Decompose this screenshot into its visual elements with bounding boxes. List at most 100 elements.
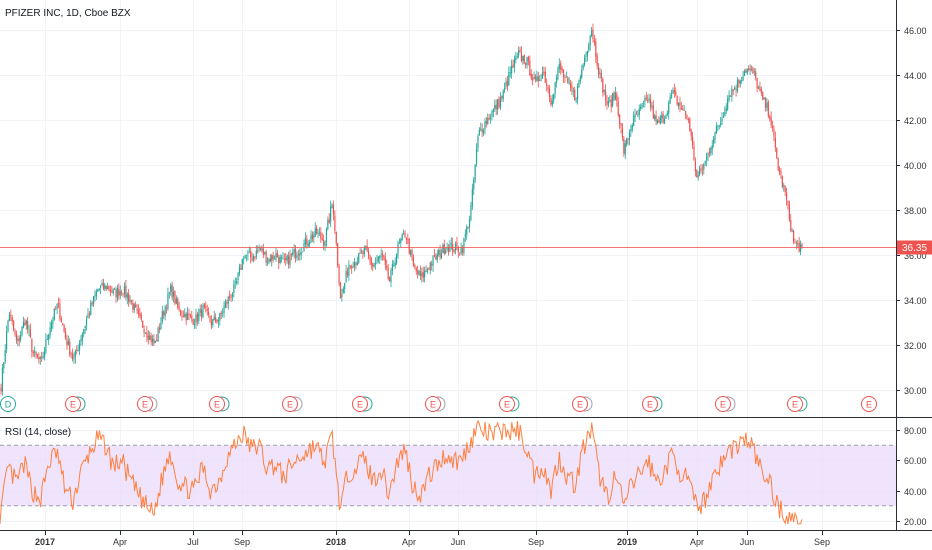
rsi-line (0, 419, 803, 525)
candle-body (565, 76, 567, 78)
candle-body (485, 121, 487, 124)
candle-body (35, 352, 37, 355)
candle-body (219, 312, 221, 321)
candle-body (661, 115, 663, 119)
candle-body (213, 316, 215, 321)
candle-body (245, 255, 248, 257)
earnings-marker[interactable] (65, 396, 81, 412)
candle-body (619, 114, 621, 124)
earnings-marker-label: E (214, 400, 220, 410)
candle-body (171, 285, 173, 298)
candle-body (324, 242, 326, 247)
earnings-marker[interactable] (352, 396, 368, 412)
candle-body (781, 175, 783, 187)
candle-body (669, 96, 671, 104)
candle-body (520, 52, 523, 61)
earnings-marker[interactable] (425, 396, 441, 412)
earnings-marker[interactable] (642, 396, 658, 412)
candle-body (532, 78, 534, 81)
candle-body (554, 82, 556, 94)
candle-body (314, 228, 316, 237)
candle-body (648, 98, 650, 101)
candle-body (178, 306, 180, 310)
candle-body (77, 350, 79, 351)
candle-body (247, 253, 249, 255)
candle-body (217, 319, 220, 322)
candle-body (358, 253, 360, 263)
candle-body (21, 326, 23, 335)
price-tick-label: 40.00 (904, 161, 927, 171)
candle-body (599, 72, 601, 75)
candle-body (523, 55, 525, 64)
candle-body (216, 320, 218, 323)
earnings-marker[interactable] (282, 396, 298, 412)
earnings-marker-label: E (287, 400, 293, 410)
candle-body (80, 339, 82, 343)
candle-body (596, 55, 598, 66)
candle-body (195, 314, 197, 324)
dividend-marker-label: D (5, 400, 12, 410)
candle-body (102, 283, 105, 289)
candle-body (418, 270, 420, 276)
candle-body (212, 319, 214, 326)
candle-body (237, 272, 239, 280)
candle-body (338, 265, 340, 284)
candle-body (193, 324, 196, 326)
candle-body (287, 256, 290, 265)
earnings-marker-label: E (430, 400, 436, 410)
candle-body (115, 289, 117, 297)
earnings-marker[interactable] (209, 396, 225, 412)
candle-body (620, 123, 622, 128)
candle-body (698, 168, 701, 176)
candle-body (501, 96, 503, 99)
candle-body (290, 253, 292, 256)
candle-body (348, 265, 350, 277)
candle-body (276, 252, 278, 258)
rsi-tick-label: 60.00 (904, 456, 927, 466)
candle-body (279, 256, 281, 264)
candle-body (373, 265, 375, 266)
candle-body (718, 125, 720, 127)
candle-body (677, 102, 680, 106)
candle-body (66, 339, 68, 346)
candle-body (92, 296, 95, 305)
candle-body (408, 238, 410, 254)
candle-body (388, 277, 391, 282)
candle-body (241, 259, 243, 270)
candle-body (90, 302, 92, 316)
candle-body (250, 251, 252, 258)
candle-body (518, 50, 520, 56)
time-axis[interactable]: 2017 Apr Jul Sep 2018 Apr Jun Sep 2019 Apr Jun Sep (35, 531, 830, 547)
earnings-marker[interactable] (137, 396, 153, 412)
earnings-marker[interactable] (715, 396, 731, 412)
earnings-marker[interactable] (499, 396, 515, 412)
candle-body (780, 171, 782, 175)
candle-body (174, 290, 176, 304)
rsi-axis[interactable]: 80.00 60.00 40.00 20.00 (896, 426, 927, 527)
time-tick-label: Jun (740, 537, 755, 547)
candle-body (259, 248, 262, 250)
candle-body (652, 105, 654, 119)
candle-body (748, 68, 750, 70)
candle-body (640, 106, 642, 109)
candle-body (339, 283, 342, 299)
earnings-marker[interactable] (572, 396, 588, 412)
candle-body (328, 219, 330, 223)
candle-body (558, 63, 560, 69)
price-axis[interactable]: 46.00 44.00 42.00 40.00 38.00 36.00 34.00 32.00… (896, 26, 927, 396)
candle-body (50, 322, 53, 329)
candle-body (118, 289, 120, 296)
candle-body (60, 318, 62, 323)
candle-body (463, 237, 465, 254)
candle-body (175, 298, 177, 304)
earnings-marker[interactable] (861, 396, 877, 412)
candle-body (85, 319, 88, 326)
candle-body (147, 335, 149, 340)
candle-body (638, 108, 640, 115)
candle-body (541, 72, 544, 79)
candle-body (45, 339, 47, 352)
candle-body (154, 340, 156, 343)
dividend-marker[interactable] (0, 396, 16, 412)
earnings-marker[interactable] (787, 396, 803, 412)
